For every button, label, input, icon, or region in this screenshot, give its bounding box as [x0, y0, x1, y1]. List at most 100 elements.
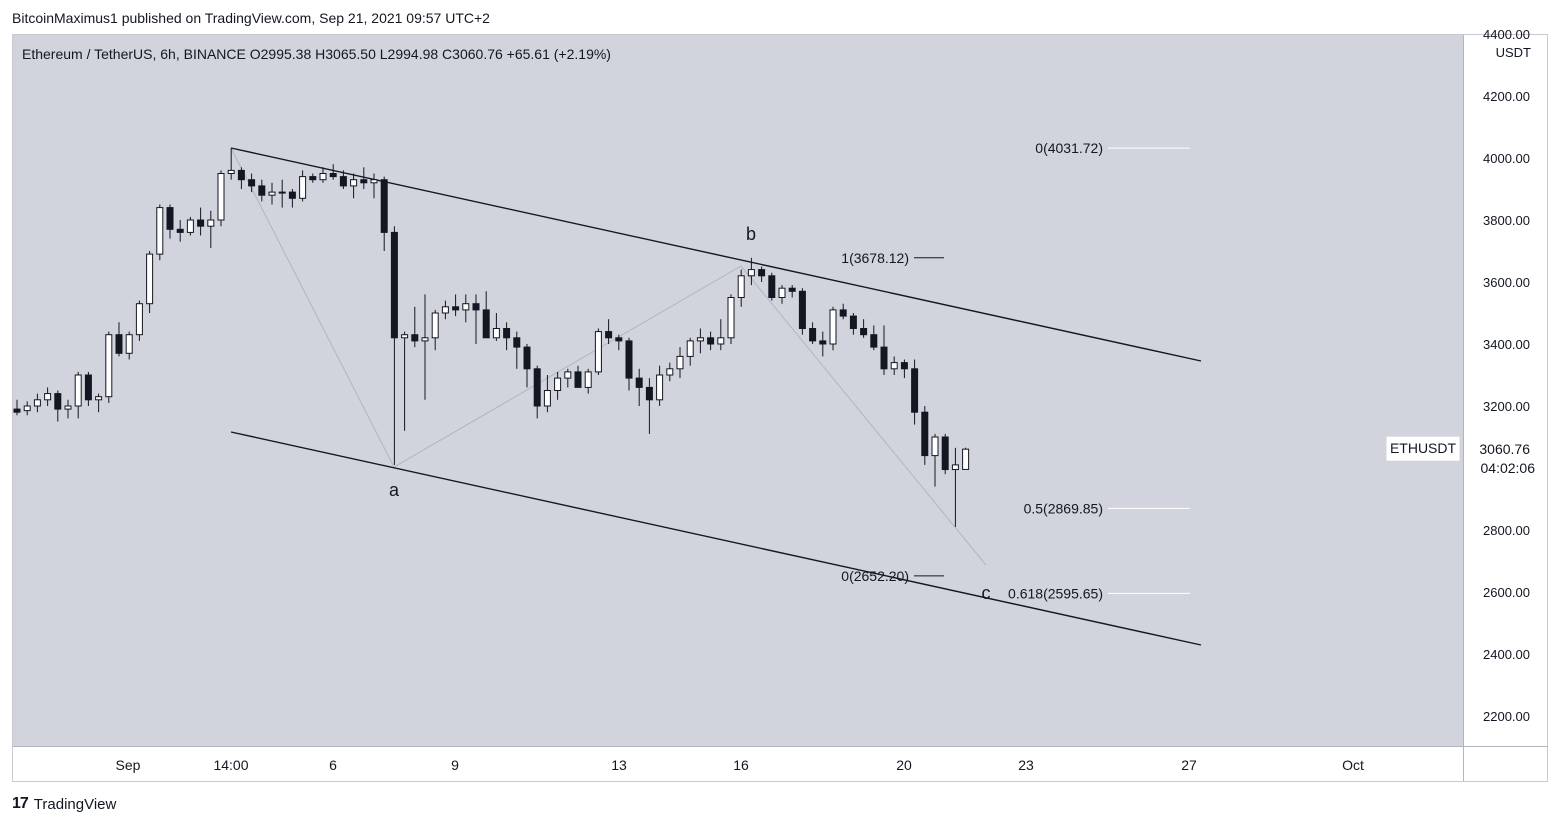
candle-up [441, 306, 449, 314]
candle-up [299, 176, 307, 199]
candle-down [635, 377, 643, 388]
candle-down [166, 207, 174, 230]
candle-down [84, 374, 92, 401]
candle-down [452, 306, 460, 311]
candle-up [686, 340, 694, 357]
y-tick-label: 3400.00 [1483, 337, 1530, 352]
candle-up [401, 334, 409, 339]
footer-brand: TradingView [33, 795, 117, 813]
candle-up [656, 374, 664, 401]
candle-down [482, 309, 490, 339]
y-tick-label: 4200.00 [1483, 89, 1530, 104]
symbol-ohlc-part: 2994.98 [388, 46, 443, 62]
y-tick-label: 4000.00 [1483, 151, 1530, 166]
candle-down [870, 334, 878, 348]
fib-level-label: 0(4031.72) [1035, 140, 1103, 156]
candle-up [951, 464, 959, 471]
candle-up [105, 334, 113, 398]
candle-down [115, 334, 123, 354]
y-tick-label: 4400.00 [1483, 27, 1530, 42]
y-axis-unit: USDT [1496, 45, 1531, 60]
candle-down [707, 337, 715, 345]
candle-up [737, 275, 745, 298]
candle-down [339, 176, 347, 187]
candle-down [911, 368, 919, 413]
symbol-ohlc-part: Ethereum / TetherUS, 6h, BINANCE [22, 46, 250, 62]
candle-down [288, 191, 296, 199]
fib-level-label: 0.618(2595.65) [1008, 585, 1103, 601]
candle-down [768, 275, 776, 298]
candle-up [584, 371, 592, 388]
candle-down [13, 408, 21, 413]
x-tick-label: 23 [1018, 757, 1034, 773]
symbol-ohlc-part: +65.61 (+2.19%) [507, 46, 611, 62]
symbol-ohlc-part: O [250, 46, 261, 62]
symbol-price-tag-label: ETHUSDT [1390, 440, 1457, 456]
candle-down [788, 287, 796, 292]
candle-down [54, 393, 62, 410]
symbol-price-tag [1386, 436, 1460, 461]
candle-up [829, 309, 837, 345]
candle-up [278, 191, 286, 194]
candle-down [880, 346, 888, 370]
candle-up [890, 362, 898, 370]
candle-down [809, 328, 817, 342]
current-price-box [1464, 437, 1541, 480]
x-tick-label: 6 [329, 757, 337, 773]
candle-up [431, 312, 439, 339]
candle-down [615, 337, 623, 342]
candle-down [237, 169, 245, 181]
channel-lower-trendline [230, 431, 1202, 646]
wave-label-b: b [746, 224, 756, 244]
fib-level-label: 0(2652.20) [841, 568, 909, 584]
candle-up [727, 297, 735, 339]
symbol-ohlc-line: Ethereum / TetherUS, 6h, BINANCE O2995.3… [22, 46, 611, 62]
candle-up [543, 390, 551, 407]
candle-down [197, 219, 205, 227]
symbol-ohlc-part: H [315, 46, 325, 62]
candle-down [258, 185, 266, 196]
candle-up [462, 303, 470, 311]
candle-up [207, 219, 215, 227]
y-tick-label: 2200.00 [1483, 709, 1530, 724]
wave-label-a: a [389, 480, 400, 500]
candle-down [360, 179, 368, 184]
candle-down [860, 328, 868, 336]
candle-up [492, 328, 500, 339]
candle-up [594, 331, 602, 373]
symbol-ohlc-part: 2995.38 [261, 46, 316, 62]
x-tick-label: Sep [116, 757, 141, 773]
y-tick-label: 2400.00 [1483, 647, 1530, 662]
candle-down [839, 309, 847, 317]
chart-frame[interactable] [12, 34, 1548, 782]
wave-label-c: c [982, 583, 991, 603]
y-tick-label: 3200.00 [1483, 399, 1530, 414]
candle-up [554, 377, 562, 392]
candle-up [64, 405, 72, 410]
symbol-ohlc-part: L [380, 46, 388, 62]
candle-up [95, 396, 103, 401]
candle-up [74, 374, 82, 407]
candle-up [23, 405, 31, 412]
candle-down [513, 337, 521, 348]
candle-down [605, 331, 613, 339]
candle-up [676, 355, 684, 370]
candle-up [146, 253, 154, 305]
candle-up [778, 287, 786, 299]
y-tick-label: 2600.00 [1483, 585, 1530, 600]
candle-up [350, 179, 358, 187]
candle-down [523, 346, 531, 370]
candle-down [472, 303, 480, 311]
bar-countdown-label: 04:02:06 [1481, 460, 1536, 476]
candle-down [390, 231, 398, 339]
candle-up [227, 169, 235, 174]
fib-level-label: 0.5(2869.85) [1024, 500, 1103, 516]
candle-up [44, 393, 52, 401]
footer: 17 TradingView [12, 795, 116, 813]
x-tick-label: 20 [896, 757, 912, 773]
tradingview-logo-icon: 17 [12, 795, 29, 812]
candle-down [309, 176, 317, 181]
candle-up [319, 173, 327, 181]
candle-down [941, 436, 949, 471]
